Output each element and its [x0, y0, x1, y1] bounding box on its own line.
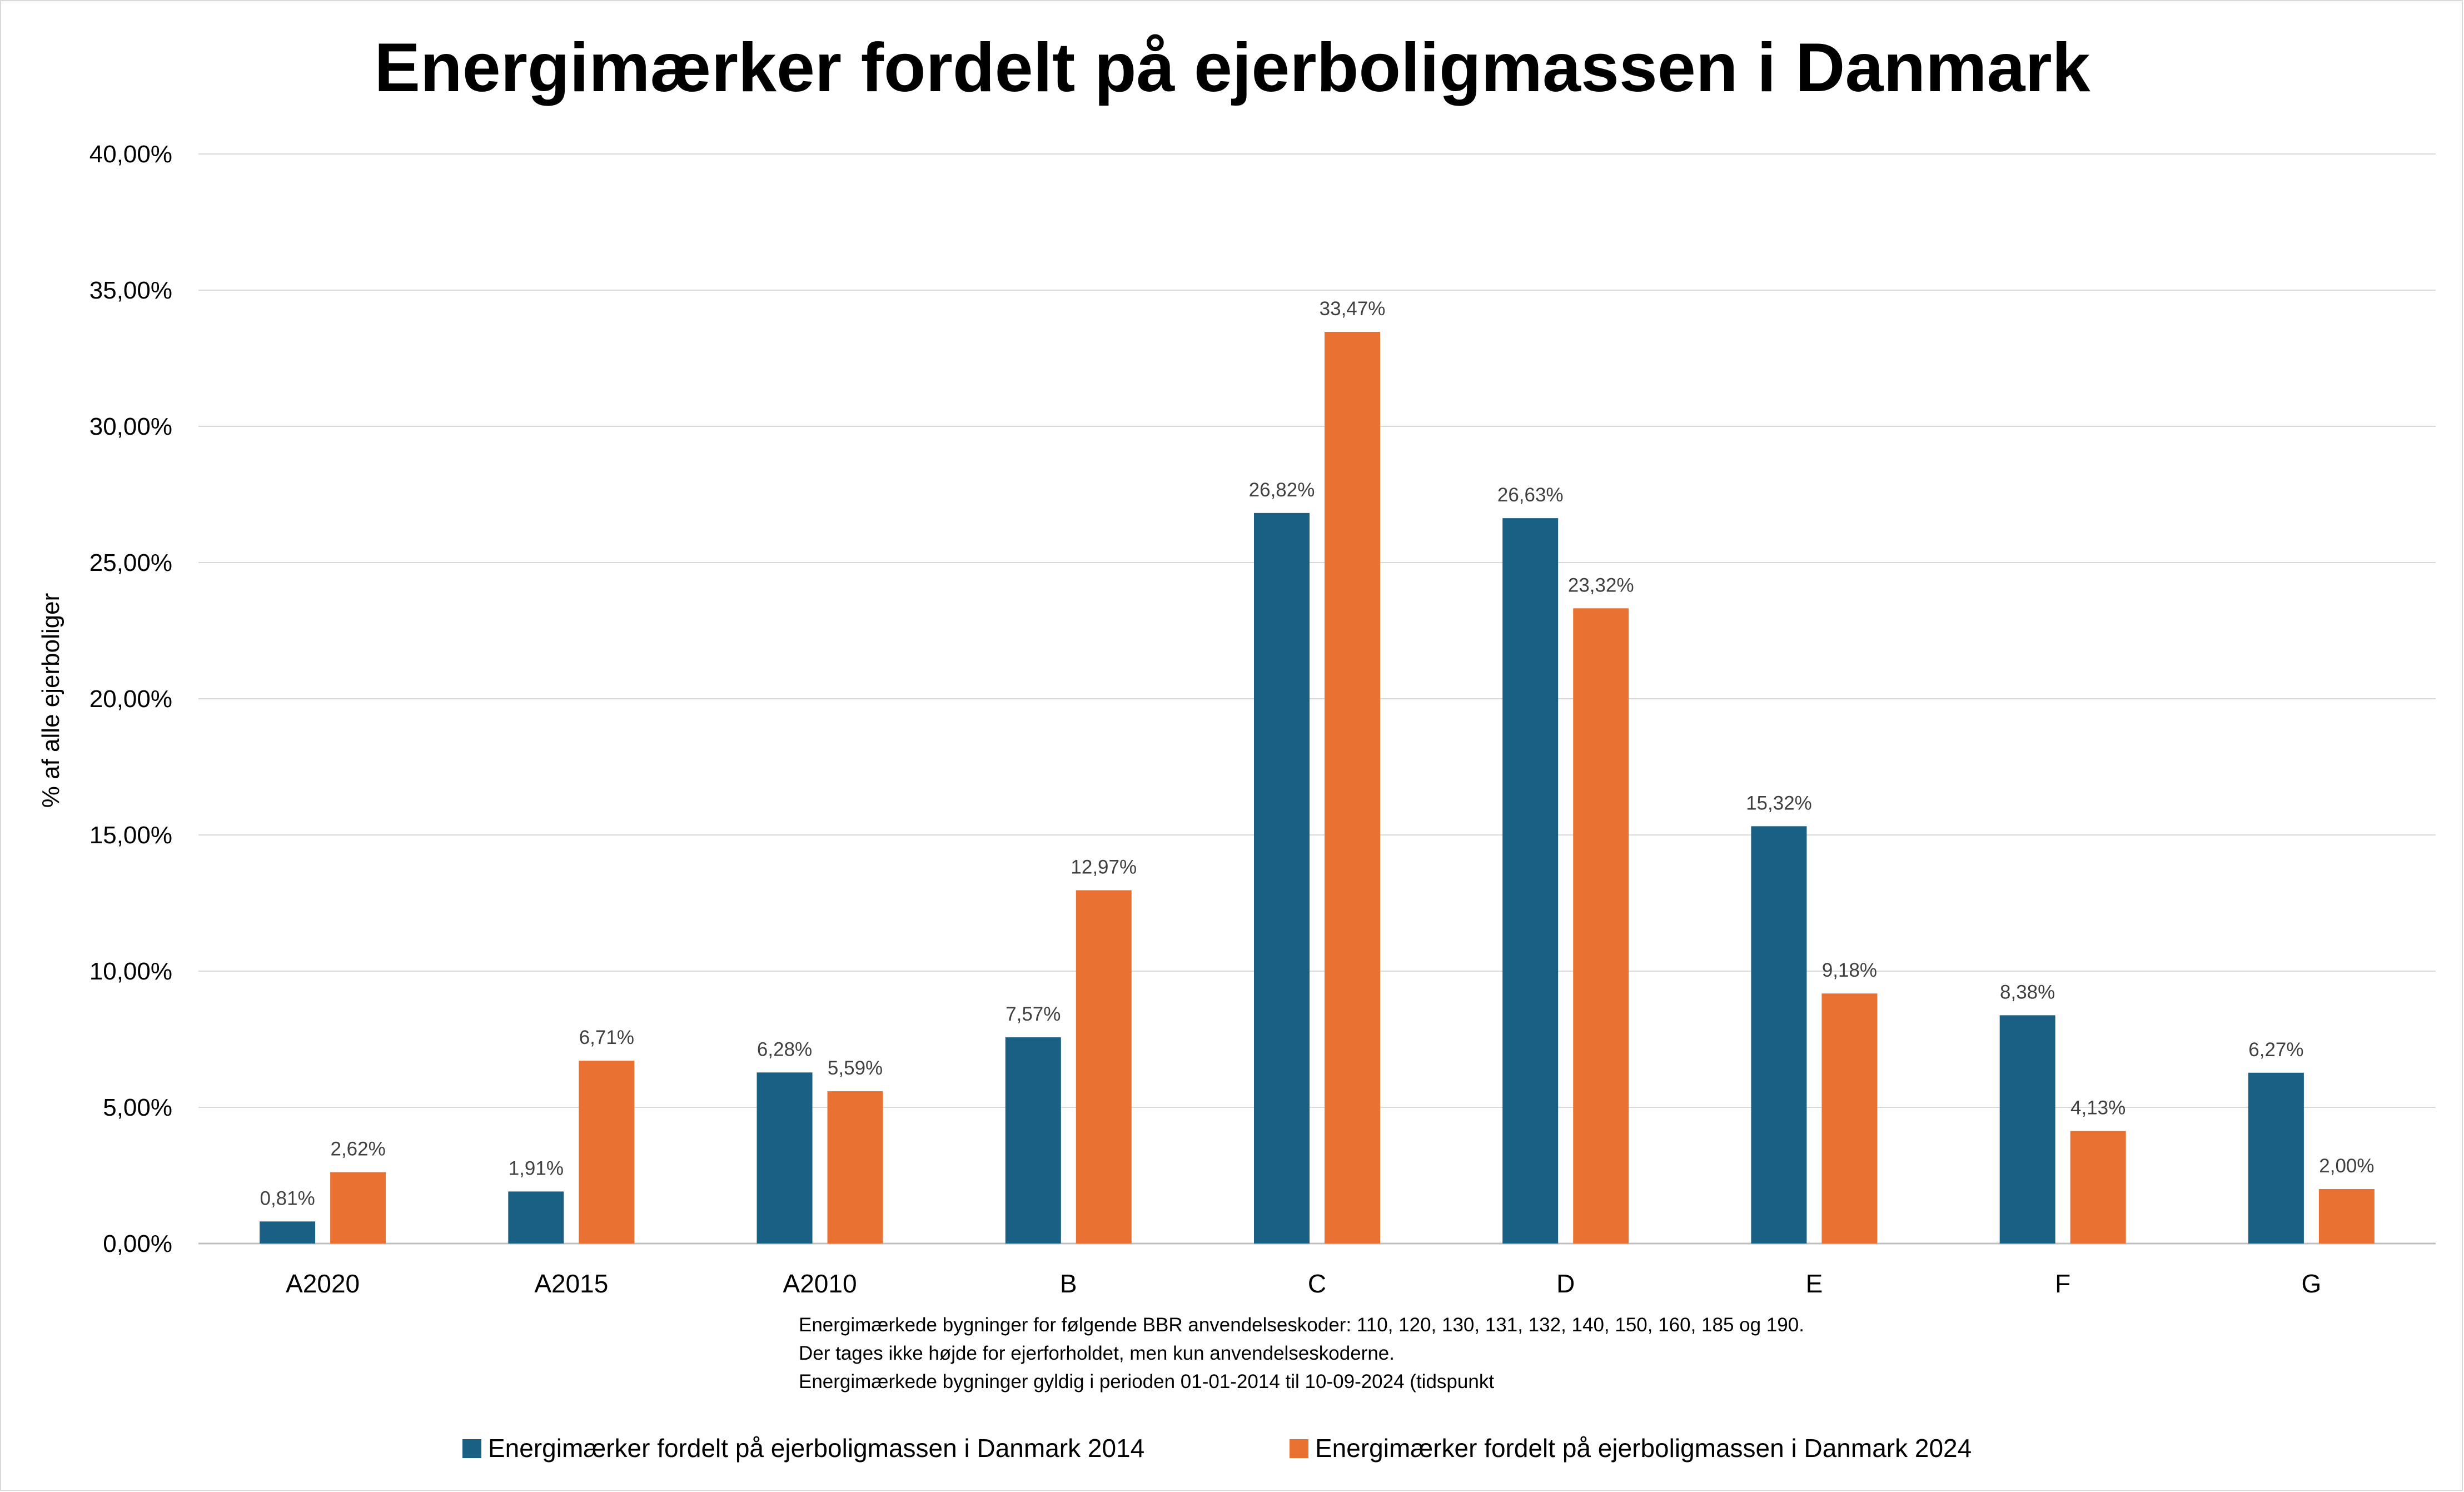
- legend-label: Energimærker fordelt på ejerboligmassen …: [1315, 1434, 1972, 1463]
- bar-2024-a2020: [330, 1172, 386, 1244]
- data-label: 2,00%: [2319, 1155, 2374, 1177]
- footnote-line: Energimærkede bygninger gyldig i periode…: [799, 1371, 1494, 1392]
- y-tick-label: 5,00%: [103, 1094, 172, 1121]
- legend-swatch: [462, 1439, 481, 1458]
- x-tick-label: F: [2055, 1269, 2070, 1298]
- x-axis-ticks: A2020 A2015 A2010 B C D E F G: [286, 1269, 2321, 1298]
- y-tick-label: 25,00%: [89, 549, 172, 576]
- bar-2024-f: [2070, 1131, 2126, 1244]
- footnote-line: Energimærkede bygninger for følgende BBR…: [799, 1314, 1804, 1336]
- bar-2024-a2010: [827, 1091, 883, 1244]
- bar-2014-a2015: [508, 1191, 564, 1244]
- chart-title: Energimærker fordelt på ejerboligmassen …: [374, 29, 2090, 106]
- data-labels: 0,81% 2,62% 1,91% 6,71% 6,28% 5,59% 7,57% 12,97…: [260, 298, 2374, 1209]
- data-label: 23,32%: [1568, 574, 1634, 596]
- x-tick-label: B: [1060, 1269, 1077, 1298]
- data-label: 6,28%: [757, 1038, 812, 1060]
- data-label: 7,57%: [1005, 1003, 1061, 1025]
- bar-2014-g: [2248, 1072, 2304, 1244]
- data-label: 5,59%: [828, 1057, 883, 1079]
- x-tick-label: C: [1308, 1269, 1326, 1298]
- bar-2014-a2020: [260, 1221, 316, 1244]
- data-label: 6,27%: [2248, 1039, 2303, 1061]
- bar-2024-g: [2318, 1189, 2375, 1244]
- bar-2014-c: [1254, 513, 1310, 1244]
- bar-2014-a2010: [756, 1072, 813, 1244]
- bars: [260, 331, 2375, 1244]
- bar-2024-a2015: [579, 1061, 635, 1244]
- data-label: 15,32%: [1746, 792, 1812, 814]
- bar-2024-d: [1573, 608, 1629, 1244]
- data-label: 9,18%: [1822, 959, 1877, 981]
- bar-2024-b: [1076, 890, 1132, 1244]
- data-label: 6,71%: [579, 1027, 634, 1048]
- bar-2024-e: [1821, 993, 1878, 1244]
- bar-2014-f: [1999, 1015, 2055, 1244]
- y-tick-label: 35,00%: [89, 277, 172, 304]
- data-label: 8,38%: [2000, 981, 2055, 1003]
- y-tick-label: 0,00%: [103, 1230, 172, 1257]
- data-label: 4,13%: [2070, 1097, 2125, 1119]
- data-label: 0,81%: [260, 1187, 315, 1209]
- data-label: 1,91%: [509, 1157, 564, 1179]
- x-tick-label: G: [2301, 1269, 2321, 1298]
- legend-swatch: [1290, 1439, 1308, 1458]
- data-label: 26,82%: [1249, 479, 1315, 501]
- gridlines: [198, 153, 2436, 1245]
- y-tick-label: 20,00%: [89, 685, 172, 713]
- legend-label: Energimærker fordelt på ejerboligmassen …: [488, 1434, 1144, 1463]
- x-tick-label: A2020: [286, 1269, 360, 1298]
- legend: Energimærker fordelt på ejerboligmassen …: [462, 1434, 1972, 1463]
- bar-2024-c: [1325, 331, 1380, 1244]
- data-label: 12,97%: [1071, 856, 1137, 878]
- y-tick-label: 40,00%: [89, 141, 172, 168]
- bar-2014-b: [1005, 1037, 1061, 1244]
- bar-2014-d: [1502, 518, 1559, 1244]
- footnote-line: Der tages ikke højde for ejerforholdet, …: [799, 1342, 1395, 1364]
- footnote: Energimærkede bygninger for følgende BBR…: [799, 1314, 1804, 1392]
- x-tick-label: A2015: [534, 1269, 608, 1298]
- data-label: 2,62%: [330, 1138, 385, 1160]
- y-tick-label: 30,00%: [89, 413, 172, 440]
- data-label: 26,63%: [1497, 484, 1564, 506]
- y-tick-label: 15,00%: [89, 822, 172, 849]
- bar-2014-e: [1751, 826, 1807, 1244]
- x-tick-label: D: [1556, 1269, 1575, 1298]
- y-axis-ticks: 0,00% 5,00% 10,00% 15,00% 20,00% 25,00% 30,00%…: [89, 141, 172, 1257]
- x-tick-label: E: [1806, 1269, 1823, 1298]
- data-label: 33,47%: [1320, 298, 1386, 320]
- y-axis-label: % af alle ejerboliger: [37, 593, 64, 808]
- x-tick-label: A2010: [783, 1269, 857, 1298]
- y-tick-label: 10,00%: [89, 958, 172, 985]
